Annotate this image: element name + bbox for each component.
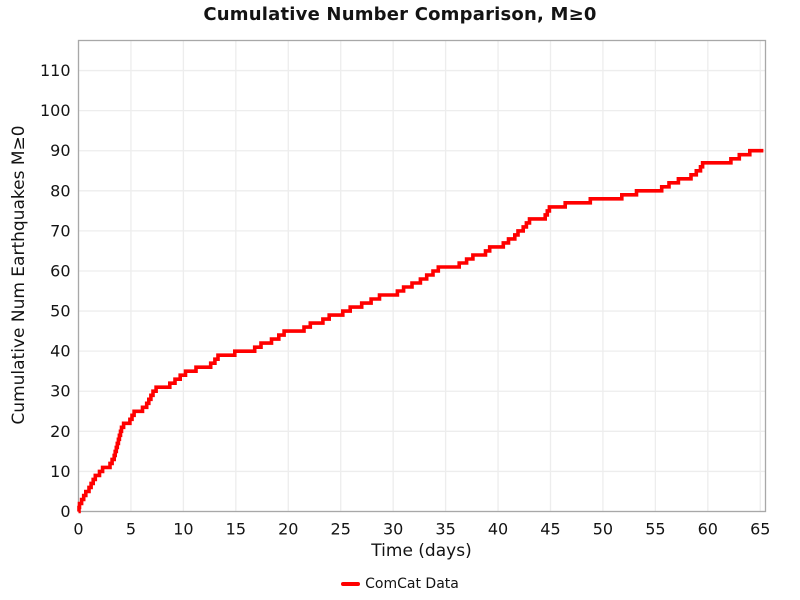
x-tick-label: 55 (645, 520, 665, 539)
y-axis-label: Cumulative Num Earthquakes M≥0 (9, 125, 29, 425)
chart-title: Cumulative Number Comparison, M≥0 (203, 4, 597, 25)
data-line-ComCat Data (77, 148, 764, 514)
y-tick-label: 60 (50, 261, 70, 280)
legend-series-label: ComCat Data (365, 576, 459, 592)
y-tick-label: 80 (50, 181, 70, 200)
x-tick-label: 30 (383, 520, 403, 539)
x-tick-label: 25 (331, 520, 351, 539)
y-tick-label: 30 (50, 382, 70, 401)
y-tick-label: 40 (50, 342, 70, 361)
y-tick-label: 50 (50, 302, 70, 321)
x-tick-label: 40 (488, 520, 508, 539)
y-tick-label: 0 (60, 502, 70, 521)
y-tick-label: 110 (40, 61, 71, 80)
x-axis-label: Time (days) (371, 541, 472, 561)
y-tick-label: 90 (50, 141, 70, 160)
x-tick-label: 45 (540, 520, 560, 539)
plot-border (77, 39, 767, 513)
x-tick-label: 50 (593, 520, 613, 539)
y-tick-label: 10 (50, 462, 70, 481)
x-tick-label: 15 (226, 520, 246, 539)
y-tick-label: 70 (50, 221, 70, 240)
x-tick-label: 35 (435, 520, 455, 539)
x-tick-label: 60 (698, 520, 718, 539)
x-tick-label: 10 (173, 520, 193, 539)
x-tick-label: 0 (73, 520, 83, 539)
y-tick-label: 100 (40, 101, 71, 120)
legend: ComCat Data (0, 573, 800, 595)
x-tick-label: 20 (278, 520, 298, 539)
x-tick-label: 65 (750, 520, 770, 539)
x-tick-label: 5 (126, 520, 136, 539)
legend-line-marker (341, 581, 361, 587)
y-tick-label: 20 (50, 422, 70, 441)
